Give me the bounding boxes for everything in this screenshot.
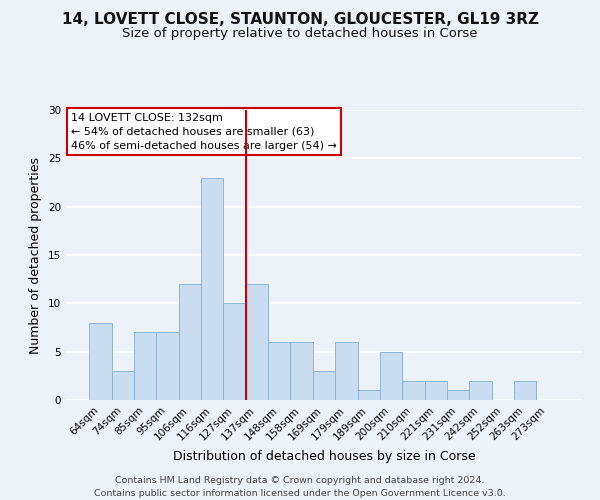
Text: 14 LOVETT CLOSE: 132sqm
← 54% of detached houses are smaller (63)
46% of semi-de: 14 LOVETT CLOSE: 132sqm ← 54% of detache… (71, 113, 337, 151)
Bar (223, 304, 246, 400)
Bar (290, 342, 313, 400)
Bar (313, 371, 335, 400)
Bar (201, 178, 223, 400)
Bar (134, 332, 157, 400)
Y-axis label: Number of detached properties: Number of detached properties (29, 156, 43, 354)
Bar (514, 380, 536, 400)
Bar (157, 332, 179, 400)
Bar (402, 380, 425, 400)
Bar (425, 380, 447, 400)
Bar (112, 371, 134, 400)
Text: 14, LOVETT CLOSE, STAUNTON, GLOUCESTER, GL19 3RZ: 14, LOVETT CLOSE, STAUNTON, GLOUCESTER, … (62, 12, 539, 28)
Bar (89, 322, 112, 400)
Bar (246, 284, 268, 400)
X-axis label: Distribution of detached houses by size in Corse: Distribution of detached houses by size … (173, 450, 475, 463)
Bar (335, 342, 358, 400)
Bar (268, 342, 290, 400)
Bar (447, 390, 469, 400)
Bar (179, 284, 201, 400)
Bar (469, 380, 491, 400)
Bar (380, 352, 402, 400)
Text: Contains HM Land Registry data © Crown copyright and database right 2024.
Contai: Contains HM Land Registry data © Crown c… (94, 476, 506, 498)
Text: Size of property relative to detached houses in Corse: Size of property relative to detached ho… (122, 28, 478, 40)
Bar (358, 390, 380, 400)
